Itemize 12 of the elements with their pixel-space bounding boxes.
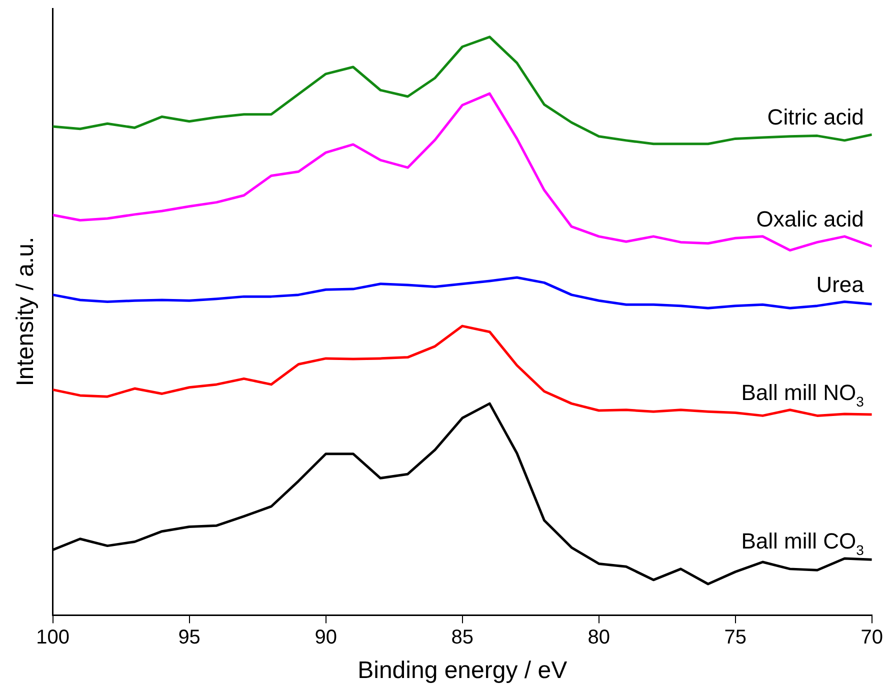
x-tick-label: 80 <box>588 626 610 649</box>
x-axis-title: Binding energy / eV <box>358 657 568 684</box>
x-tick-label: 85 <box>451 626 474 649</box>
x-tick-label: 100 <box>36 626 70 649</box>
x-tick-label: 70 <box>860 626 883 649</box>
x-tick-label: 75 <box>724 626 746 649</box>
x-tick-label: 95 <box>178 626 200 649</box>
series-label: Oxalic acid <box>756 206 864 232</box>
y-axis-title: Intensity / a.u. <box>12 236 40 386</box>
series-label: Citric acid <box>767 104 864 130</box>
series-label: Urea <box>816 272 865 297</box>
x-tick-label: 90 <box>314 626 337 649</box>
